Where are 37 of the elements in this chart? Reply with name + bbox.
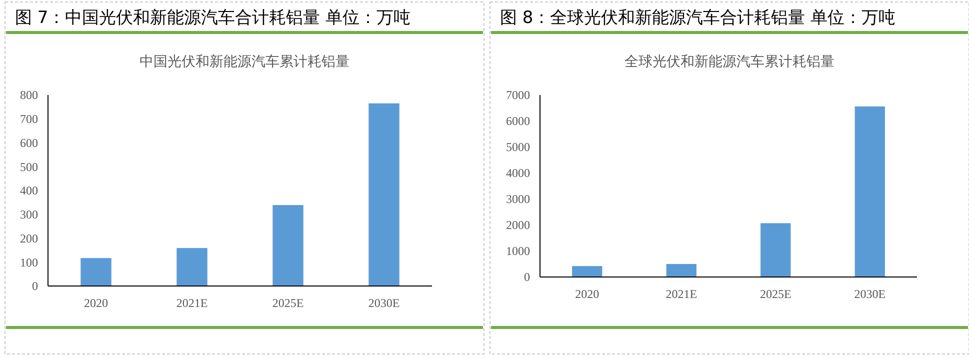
y-tick-label: 5000 <box>506 140 530 154</box>
bar <box>854 106 885 277</box>
bar <box>368 103 400 286</box>
bar <box>272 205 304 286</box>
y-tick-label: 1000 <box>506 244 530 258</box>
y-tick-label: 0 <box>32 279 38 294</box>
x-tick-label: 2020 <box>575 287 600 301</box>
bar <box>176 248 208 286</box>
bar <box>572 266 602 277</box>
y-tick-label: 800 <box>20 88 38 102</box>
bar <box>666 264 696 277</box>
y-tick-label: 700 <box>20 112 38 126</box>
y-tick-label: 0 <box>524 270 530 284</box>
y-tick-label: 100 <box>20 255 38 270</box>
x-tick-label: 2020 <box>84 296 108 310</box>
x-tick-label: 2021E <box>176 296 208 310</box>
y-tick-label: 7000 <box>506 88 530 102</box>
y-tick-label: 600 <box>20 136 38 150</box>
x-tick-label: 2030E <box>854 287 886 301</box>
y-tick-label: 500 <box>20 160 38 174</box>
y-tick-label: 6000 <box>506 114 530 128</box>
chart-title: 图 7：中国光伏和新能源汽车合计耗铝量 单位：万吨 <box>15 8 411 28</box>
x-tick-label: 2021E <box>666 287 698 301</box>
chart-title: 图 8：全球光伏和新能源汽车合计耗铝量 单位：万吨 <box>500 8 896 28</box>
chart-subtitle: 中国光伏和新能源汽车累计耗铝量 <box>140 54 350 70</box>
x-tick-label: 2030E <box>368 296 400 310</box>
x-tick-label: 2025E <box>272 296 304 310</box>
bar <box>80 258 112 286</box>
y-tick-label: 2000 <box>506 218 530 232</box>
y-tick-label: 400 <box>20 184 38 198</box>
y-tick-label: 4000 <box>506 166 530 180</box>
bar <box>760 223 791 277</box>
y-tick-label: 300 <box>20 208 38 222</box>
x-tick-label: 2025E <box>760 287 792 301</box>
chart-subtitle: 全球光伏和新能源汽车累计耗铝量 <box>624 54 834 70</box>
y-tick-label: 3000 <box>506 192 530 206</box>
y-tick-label: 200 <box>20 231 38 246</box>
